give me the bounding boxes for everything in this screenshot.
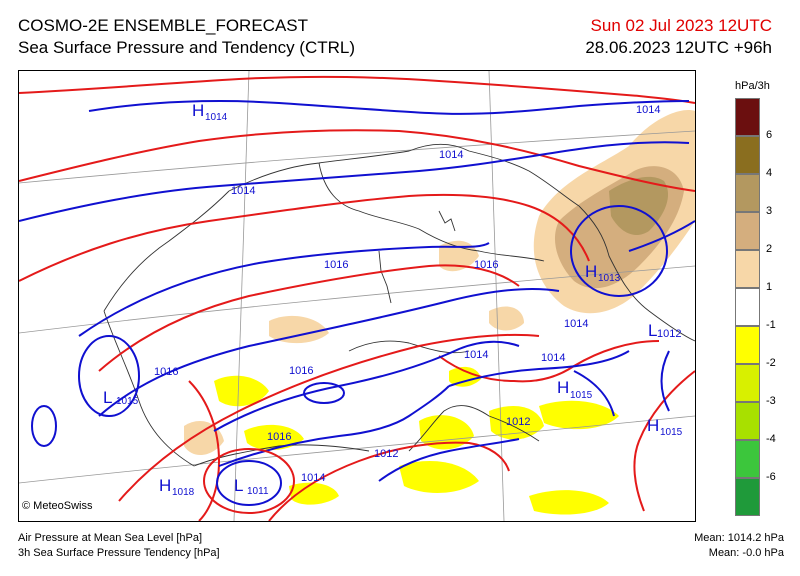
- isobar-label: 1016: [324, 259, 348, 271]
- svg-text:1015: 1015: [570, 390, 593, 401]
- low-center: L: [648, 321, 657, 340]
- weather-map: 1014 1014 1014 1016 1016 1016 1016 1016 …: [18, 70, 696, 522]
- isobar-label: 1012: [374, 448, 398, 460]
- isobar-label: 1014: [231, 185, 255, 197]
- legend-swatch: [735, 478, 760, 516]
- legend-swatch: [735, 402, 760, 440]
- closed-isobars-red: [203, 448, 295, 514]
- svg-text:H: H: [192, 101, 204, 120]
- legend-label: -4: [766, 433, 776, 445]
- isobar-label: 1014: [301, 472, 325, 484]
- legend-title: hPa/3h: [735, 80, 770, 92]
- legend-swatch: [735, 98, 760, 136]
- isobar-label: 1014: [636, 104, 660, 116]
- isobar-label: 1016: [474, 259, 498, 271]
- svg-text:L: L: [234, 476, 243, 495]
- svg-text:L: L: [648, 321, 657, 340]
- svg-text:1011: 1011: [247, 486, 269, 497]
- svg-text:H: H: [557, 378, 569, 397]
- closed-isobars: [31, 205, 668, 506]
- isobar-label: 1016: [154, 366, 178, 378]
- svg-text:H: H: [647, 416, 659, 435]
- isobar-labels: 1014 1014 1014 1016 1016 1016 1016 1016 …: [154, 104, 681, 484]
- svg-text:1015: 1015: [116, 396, 139, 407]
- legend-swatch: [735, 174, 760, 212]
- isobar-label: 1014: [541, 352, 565, 364]
- high-center: H 1013: [585, 262, 621, 284]
- svg-text:1014: 1014: [205, 112, 228, 123]
- high-center: H 1015: [647, 416, 683, 438]
- svg-text:H: H: [159, 476, 171, 495]
- svg-text:1013: 1013: [598, 273, 621, 284]
- legend-swatch: [735, 326, 760, 364]
- legend-swatch: [735, 288, 760, 326]
- legend-swatch: [735, 364, 760, 402]
- tendency-legend: hPa/3h 6 4 3 2 1 -1 -2 -3 -4 -6: [735, 80, 795, 520]
- legend-label: -3: [766, 395, 776, 407]
- legend-swatch: [735, 440, 760, 478]
- isobar-label: 1014: [439, 149, 463, 161]
- svg-text:1018: 1018: [172, 487, 195, 498]
- isobar-label: 1012: [506, 416, 530, 428]
- map-subtitle: Sea Surface Pressure and Tendency (CTRL): [18, 38, 356, 57]
- footer-pressure-mean: Mean: 1014.2 hPa: [694, 532, 784, 544]
- legend-label: -1: [766, 319, 776, 331]
- svg-text:L: L: [103, 388, 112, 407]
- legend-label: 3: [766, 205, 773, 217]
- isobar-label: 1014: [464, 349, 488, 361]
- map-title: COSMO-2E ENSEMBLE_FORECAST: [18, 16, 309, 35]
- tendency-negative-area: [214, 366, 619, 515]
- isobar-label: 1016: [289, 365, 313, 377]
- isobar-label: 1012: [657, 328, 681, 340]
- high-center: H 1015: [557, 378, 593, 401]
- low-center: L 1011: [234, 476, 269, 497]
- legend-label: -2: [766, 357, 776, 369]
- isobar-label: 1014: [564, 318, 588, 330]
- valid-time: Sun 02 Jul 2023 12UTC: [590, 16, 772, 35]
- high-center: H 1018: [159, 476, 195, 498]
- low-center: L 1015: [103, 388, 139, 407]
- high-center: H 1014: [192, 101, 228, 123]
- legend-label: 2: [766, 243, 773, 255]
- footer-pressure-note: Air Pressure at Mean Sea Level [hPa]: [18, 532, 203, 544]
- legend-label: 1: [766, 281, 773, 293]
- legend-label: 4: [766, 167, 773, 179]
- map-canvas: 1014 1014 1014 1016 1016 1016 1016 1016 …: [19, 71, 695, 521]
- run-time: 28.06.2023 12UTC +96h: [585, 38, 772, 57]
- meteoswiss-credit: © MeteoSwiss: [22, 500, 93, 512]
- isobars-red: [19, 75, 695, 521]
- svg-text:H: H: [585, 262, 597, 281]
- footer-tendency-note: 3h Sea Surface Pressure Tendency [hPa]: [18, 547, 220, 559]
- legend-swatch: [735, 136, 760, 174]
- legend-swatch: [735, 212, 760, 250]
- footer-tendency-mean: Mean: -0.0 hPa: [708, 547, 784, 559]
- isobars-blue: [19, 100, 695, 482]
- isobar-label: 1016: [267, 431, 291, 443]
- legend-label: -6: [766, 471, 776, 483]
- legend-swatch: [735, 250, 760, 288]
- legend-label: 6: [766, 129, 773, 141]
- country-borders: [103, 143, 695, 467]
- svg-text:1015: 1015: [660, 427, 683, 438]
- pressure-centers: H 1014 H 1013 L L 1015 H 1015 H 1015: [103, 101, 683, 498]
